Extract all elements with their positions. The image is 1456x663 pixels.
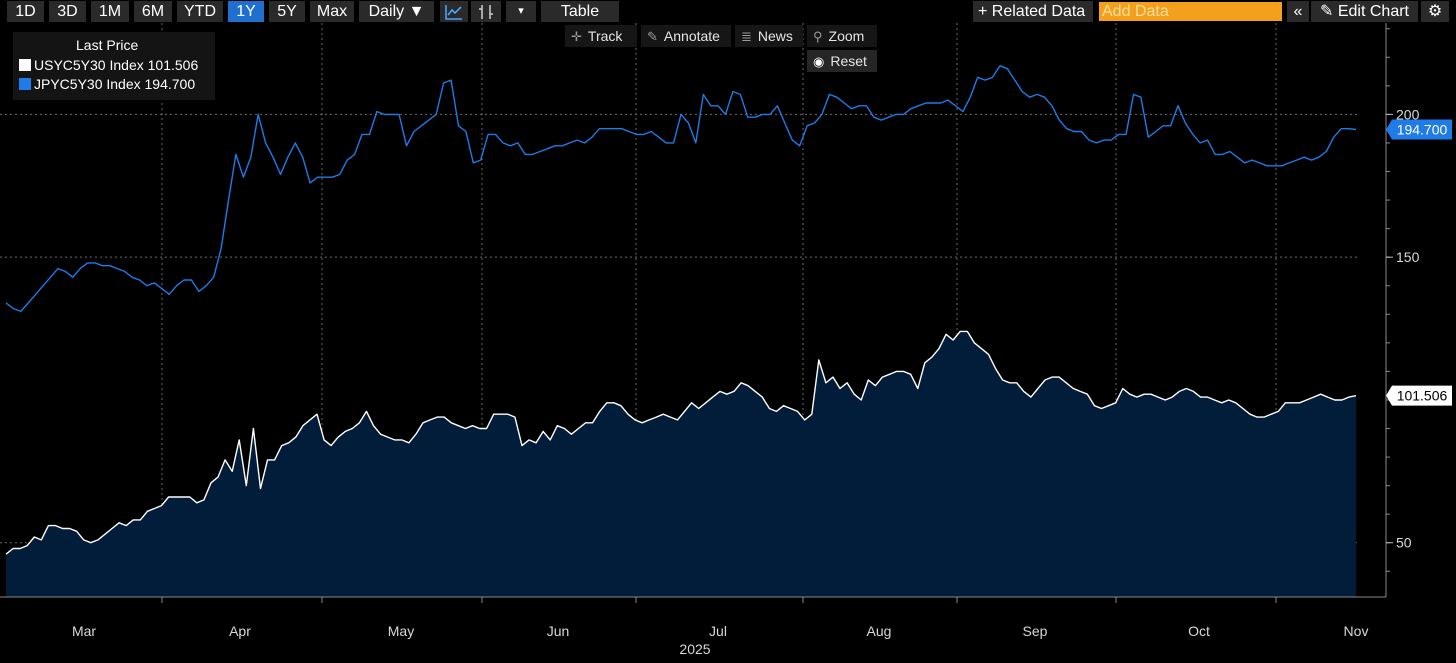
track-button[interactable]: ✛ Track bbox=[565, 25, 637, 47]
zoom-button[interactable]: ⚲ Zoom bbox=[807, 25, 877, 47]
range-5y-button[interactable]: 5Y bbox=[269, 1, 305, 22]
chart-toolbar: 1D 3D 1M 6M YTD 1Y 5Y Max Daily ▼ ▾ Tabl… bbox=[0, 0, 1456, 23]
svg-text:101.506: 101.506 bbox=[1397, 388, 1448, 404]
news-icon: ≣ bbox=[741, 29, 752, 44]
magnifier-icon: ⚲ bbox=[813, 29, 823, 44]
last-value-labels: 194.700 101.506 bbox=[1386, 119, 1452, 406]
x-tick-label: May bbox=[388, 623, 414, 639]
reset-button[interactable]: ◉ Reset bbox=[807, 50, 877, 72]
range-max-button[interactable]: Max bbox=[310, 1, 354, 22]
edit-chart-button[interactable]: ✎ Edit Chart bbox=[1311, 1, 1418, 22]
frequency-dropdown[interactable]: Daily ▼ bbox=[359, 1, 434, 22]
x-axis-year-label: 2025 bbox=[679, 641, 710, 657]
legend-item-jpyc5y30[interactable]: JPYC5Y30 Index 194.700 bbox=[19, 76, 195, 92]
pencil-icon: ✎ bbox=[647, 29, 658, 44]
x-tick-label: Aug bbox=[867, 623, 892, 639]
annotate-button[interactable]: ✎ Annotate bbox=[641, 25, 731, 47]
range-3d-button[interactable]: 3D bbox=[49, 1, 86, 22]
jpyc5y30-last-value-label: 194.700 bbox=[1386, 119, 1452, 140]
chart-area: 50 150 200 Mar Apr May Jun Jul Aug Sep Oct Nov 202… bbox=[0, 23, 1456, 657]
y-tick-label: 50 bbox=[1396, 535, 1412, 551]
legend-swatch-white bbox=[19, 59, 31, 71]
usyc5y30-area-fill bbox=[6, 331, 1356, 597]
jpyc5y30-series-line[interactable] bbox=[5, 65, 1357, 313]
x-tick-label: Mar bbox=[72, 623, 96, 639]
range-1y-button[interactable]: 1Y bbox=[228, 1, 264, 22]
chart-plot bbox=[5, 65, 1357, 597]
collapse-icon[interactable]: « bbox=[1287, 1, 1309, 22]
usyc5y30-last-value-label: 101.506 bbox=[1386, 385, 1452, 406]
range-6m-button[interactable]: 6M bbox=[134, 1, 172, 22]
related-data-button[interactable]: + Related Data bbox=[973, 1, 1093, 22]
news-button[interactable]: ≣ News bbox=[735, 25, 803, 47]
x-tick-label: Apr bbox=[229, 623, 251, 639]
chart-legend: Last Price USYC5Y30 Index 101.506 JPYC5Y… bbox=[13, 32, 215, 100]
range-1m-button[interactable]: 1M bbox=[91, 1, 129, 22]
y-axis-background bbox=[1357, 23, 1456, 597]
legend-swatch-blue bbox=[19, 78, 31, 90]
chart-type-chevron-down-icon[interactable]: ▾ bbox=[506, 1, 536, 22]
y-ticks: 50 150 200 bbox=[1386, 28, 1420, 572]
usyc5y30-series-line[interactable] bbox=[5, 330, 1357, 555]
x-ticks: Mar Apr May Jun Jul Aug Sep Oct Nov bbox=[72, 597, 1369, 639]
x-tick-label: Nov bbox=[1344, 623, 1369, 639]
x-tick-label: Sep bbox=[1023, 623, 1048, 639]
x-tick-label: Jun bbox=[547, 623, 570, 639]
x-tick-label: Jul bbox=[709, 623, 727, 639]
add-data-input[interactable] bbox=[1099, 2, 1282, 21]
x-tick-label: Oct bbox=[1188, 623, 1210, 639]
range-1d-button[interactable]: 1D bbox=[7, 1, 44, 22]
legend-header: Last Price bbox=[76, 37, 139, 53]
y-tick-label: 200 bbox=[1396, 106, 1420, 122]
candlestick-icon[interactable] bbox=[471, 1, 501, 22]
gear-icon[interactable]: ⚙ bbox=[1421, 1, 1449, 22]
radio-dot-icon: ◉ bbox=[813, 54, 825, 69]
svg-text:194.700: 194.700 bbox=[1397, 122, 1448, 138]
table-button[interactable]: Table bbox=[541, 1, 619, 22]
range-ytd-button[interactable]: YTD bbox=[177, 1, 223, 22]
chart-axes: 50 150 200 Mar Apr May Jun Jul Aug Sep Oct Nov 202… bbox=[0, 23, 1456, 657]
y-tick-label: 150 bbox=[1396, 249, 1420, 265]
legend-item-usyc5y30[interactable]: USYC5Y30 Index 101.506 bbox=[19, 57, 198, 73]
line-chart-icon[interactable] bbox=[440, 1, 468, 22]
crosshair-icon: ✛ bbox=[571, 29, 582, 44]
